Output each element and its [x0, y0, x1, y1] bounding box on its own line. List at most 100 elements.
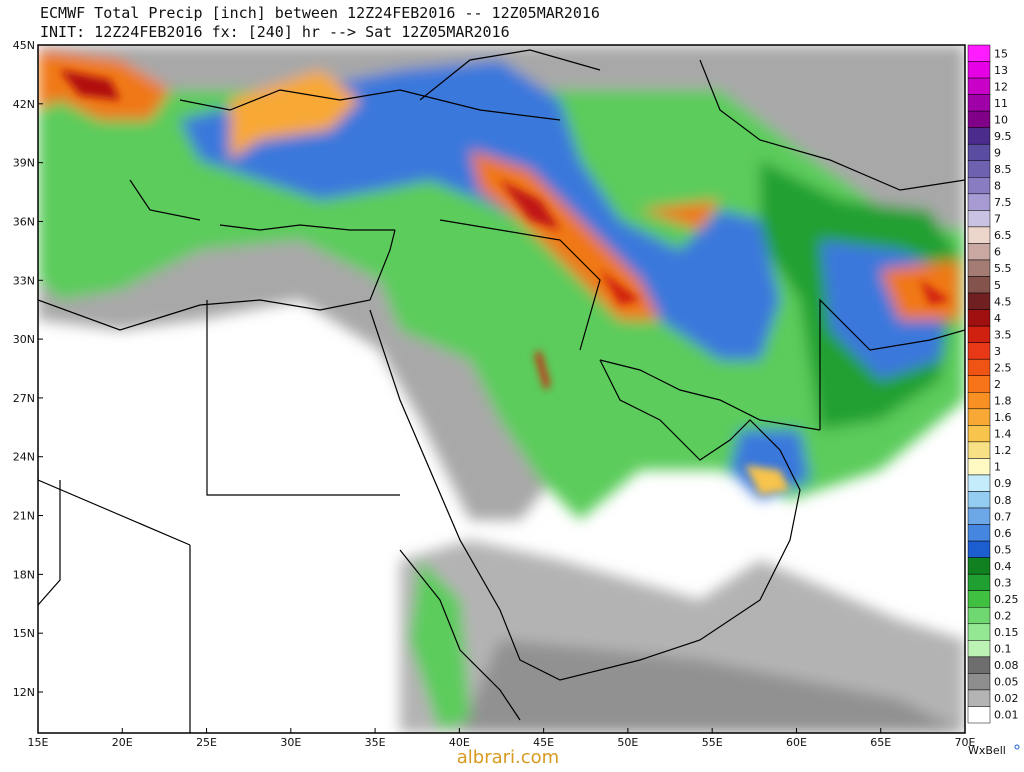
colorbar-label: 7: [994, 213, 1001, 226]
colorbar-swatch: [967, 61, 991, 79]
colorbar-label: 9: [994, 146, 1001, 159]
colorbar-swatch: [967, 276, 991, 294]
colorbar-swatch: [967, 358, 991, 376]
brand: WxBell: [968, 744, 1006, 757]
colorbar-swatch: [967, 160, 991, 178]
colorbar-swatch: [967, 441, 991, 459]
lat-label: 33N: [13, 274, 35, 287]
colorbar-label: 11: [994, 97, 1008, 110]
colorbar-label: 13: [994, 64, 1008, 77]
lat-label: 18N: [13, 568, 35, 581]
colorbar-swatch: [967, 573, 991, 591]
colorbar-swatch: [967, 408, 991, 426]
colorbar-swatch: [967, 623, 991, 641]
colorbar-label: 0.15: [994, 626, 1019, 639]
colorbar-swatch: [967, 110, 991, 128]
colorbar-label: 5.5: [994, 262, 1012, 275]
subtitle: INIT: 12Z24FEB2016 fx: [240] hr --> Sat …: [40, 23, 510, 41]
colorbar-swatch: [967, 226, 991, 244]
colorbar-label: 7.5: [994, 196, 1012, 209]
colorbar-label: 0.25: [994, 593, 1019, 606]
colorbar-swatch: [967, 243, 991, 261]
colorbar-label: 8.5: [994, 163, 1012, 176]
colorbar-swatch: [967, 143, 991, 162]
colorbar-label: 0.7: [994, 510, 1012, 523]
colorbar-swatch: [967, 606, 991, 625]
lon-label: 70E: [955, 736, 976, 749]
colorbar-label: 0.5: [994, 543, 1012, 556]
colorbar-swatch: [967, 640, 991, 658]
lat-labels: 45N 42N 39N 36N 33N 30N 27N 24N 21N 18N 15N 12N: [13, 39, 43, 699]
colorbar-swatch: [967, 656, 991, 674]
colorbar-swatch: [967, 127, 991, 145]
lon-label: 65E: [870, 736, 891, 749]
colorbar-label: 6.5: [994, 229, 1012, 242]
colorbar-swatch: [967, 375, 991, 393]
lat-label: 24N: [13, 451, 35, 464]
colorbar-label: 0.3: [994, 576, 1012, 589]
colorbar-label: 9.5: [994, 130, 1012, 143]
lon-label: 30E: [280, 736, 301, 749]
lat-label: 12N: [13, 686, 35, 699]
colorbar-swatch: [967, 342, 991, 360]
colorbar-swatch: [967, 210, 991, 228]
colorbar-label: 0.8: [994, 494, 1012, 507]
colorbar-label: 1: [994, 461, 1001, 474]
colorbar-swatch: [967, 77, 991, 95]
lat-label: 30N: [13, 333, 35, 346]
colorbar-label: 4.5: [994, 295, 1012, 308]
colorbar-swatch: [967, 392, 991, 410]
colorbar-label: 3.5: [994, 328, 1012, 341]
lat-label: 39N: [13, 157, 35, 170]
colorbar-swatch: [967, 425, 991, 443]
lon-label: 35E: [365, 736, 386, 749]
colorbar-label: 1.4: [994, 428, 1012, 441]
colorbar-swatch: [967, 507, 991, 525]
colorbar-swatch: [967, 590, 991, 608]
colorbar-label: 0.4: [994, 560, 1012, 573]
colorbar-label: 12: [994, 80, 1008, 93]
colorbar: 15131211109.598.587.576.565.554.543.532.…: [967, 44, 1019, 724]
lat-label: 15N: [13, 627, 35, 640]
colorbar-swatch: [967, 44, 991, 62]
lat-label: 45N: [13, 39, 35, 52]
colorbar-label: 1.6: [994, 411, 1012, 424]
colorbar-label: 1.2: [994, 444, 1012, 457]
colorbar-label: 8: [994, 180, 1001, 193]
colorbar-label: 0.05: [994, 676, 1019, 689]
watermark: albrari.com: [457, 747, 559, 768]
lon-label: 20E: [112, 736, 133, 749]
title: ECMWF Total Precip [inch] between 12Z24F…: [40, 4, 600, 22]
colorbar-swatch: [967, 540, 991, 558]
lon-label: 50E: [617, 736, 638, 749]
lon-label: 45E: [533, 736, 554, 749]
lon-label: 25E: [196, 736, 217, 749]
colorbar-label: 0.9: [994, 477, 1012, 490]
colorbar-swatch: [967, 474, 991, 492]
colorbar-swatch: [967, 177, 991, 195]
colorbar-swatch: [967, 524, 991, 542]
lat-label: 42N: [13, 98, 35, 111]
colorbar-label: 0.6: [994, 527, 1012, 540]
colorbar-swatch: [967, 193, 991, 211]
colorbar-swatch: [967, 325, 991, 343]
brand-icon: [1014, 744, 1020, 750]
colorbar-label: 1.8: [994, 395, 1012, 408]
lon-label: 15E: [28, 736, 49, 749]
colorbar-label: 0.2: [994, 610, 1012, 623]
colorbar-swatch: [967, 292, 991, 310]
colorbar-label: 2: [994, 378, 1001, 391]
colorbar-label: 5: [994, 279, 1001, 292]
colorbar-label: 0.01: [994, 709, 1019, 722]
colorbar-label: 10: [994, 113, 1008, 126]
lat-label: 36N: [13, 215, 35, 228]
lon-label: 60E: [786, 736, 807, 749]
colorbar-swatch: [967, 557, 991, 575]
lat-label: 21N: [13, 510, 35, 523]
lon-label: 40E: [449, 736, 470, 749]
lat-label: 27N: [13, 392, 35, 405]
precip-field: [38, 45, 965, 733]
coastlines: [38, 49, 965, 733]
colorbar-swatch: [967, 458, 991, 476]
